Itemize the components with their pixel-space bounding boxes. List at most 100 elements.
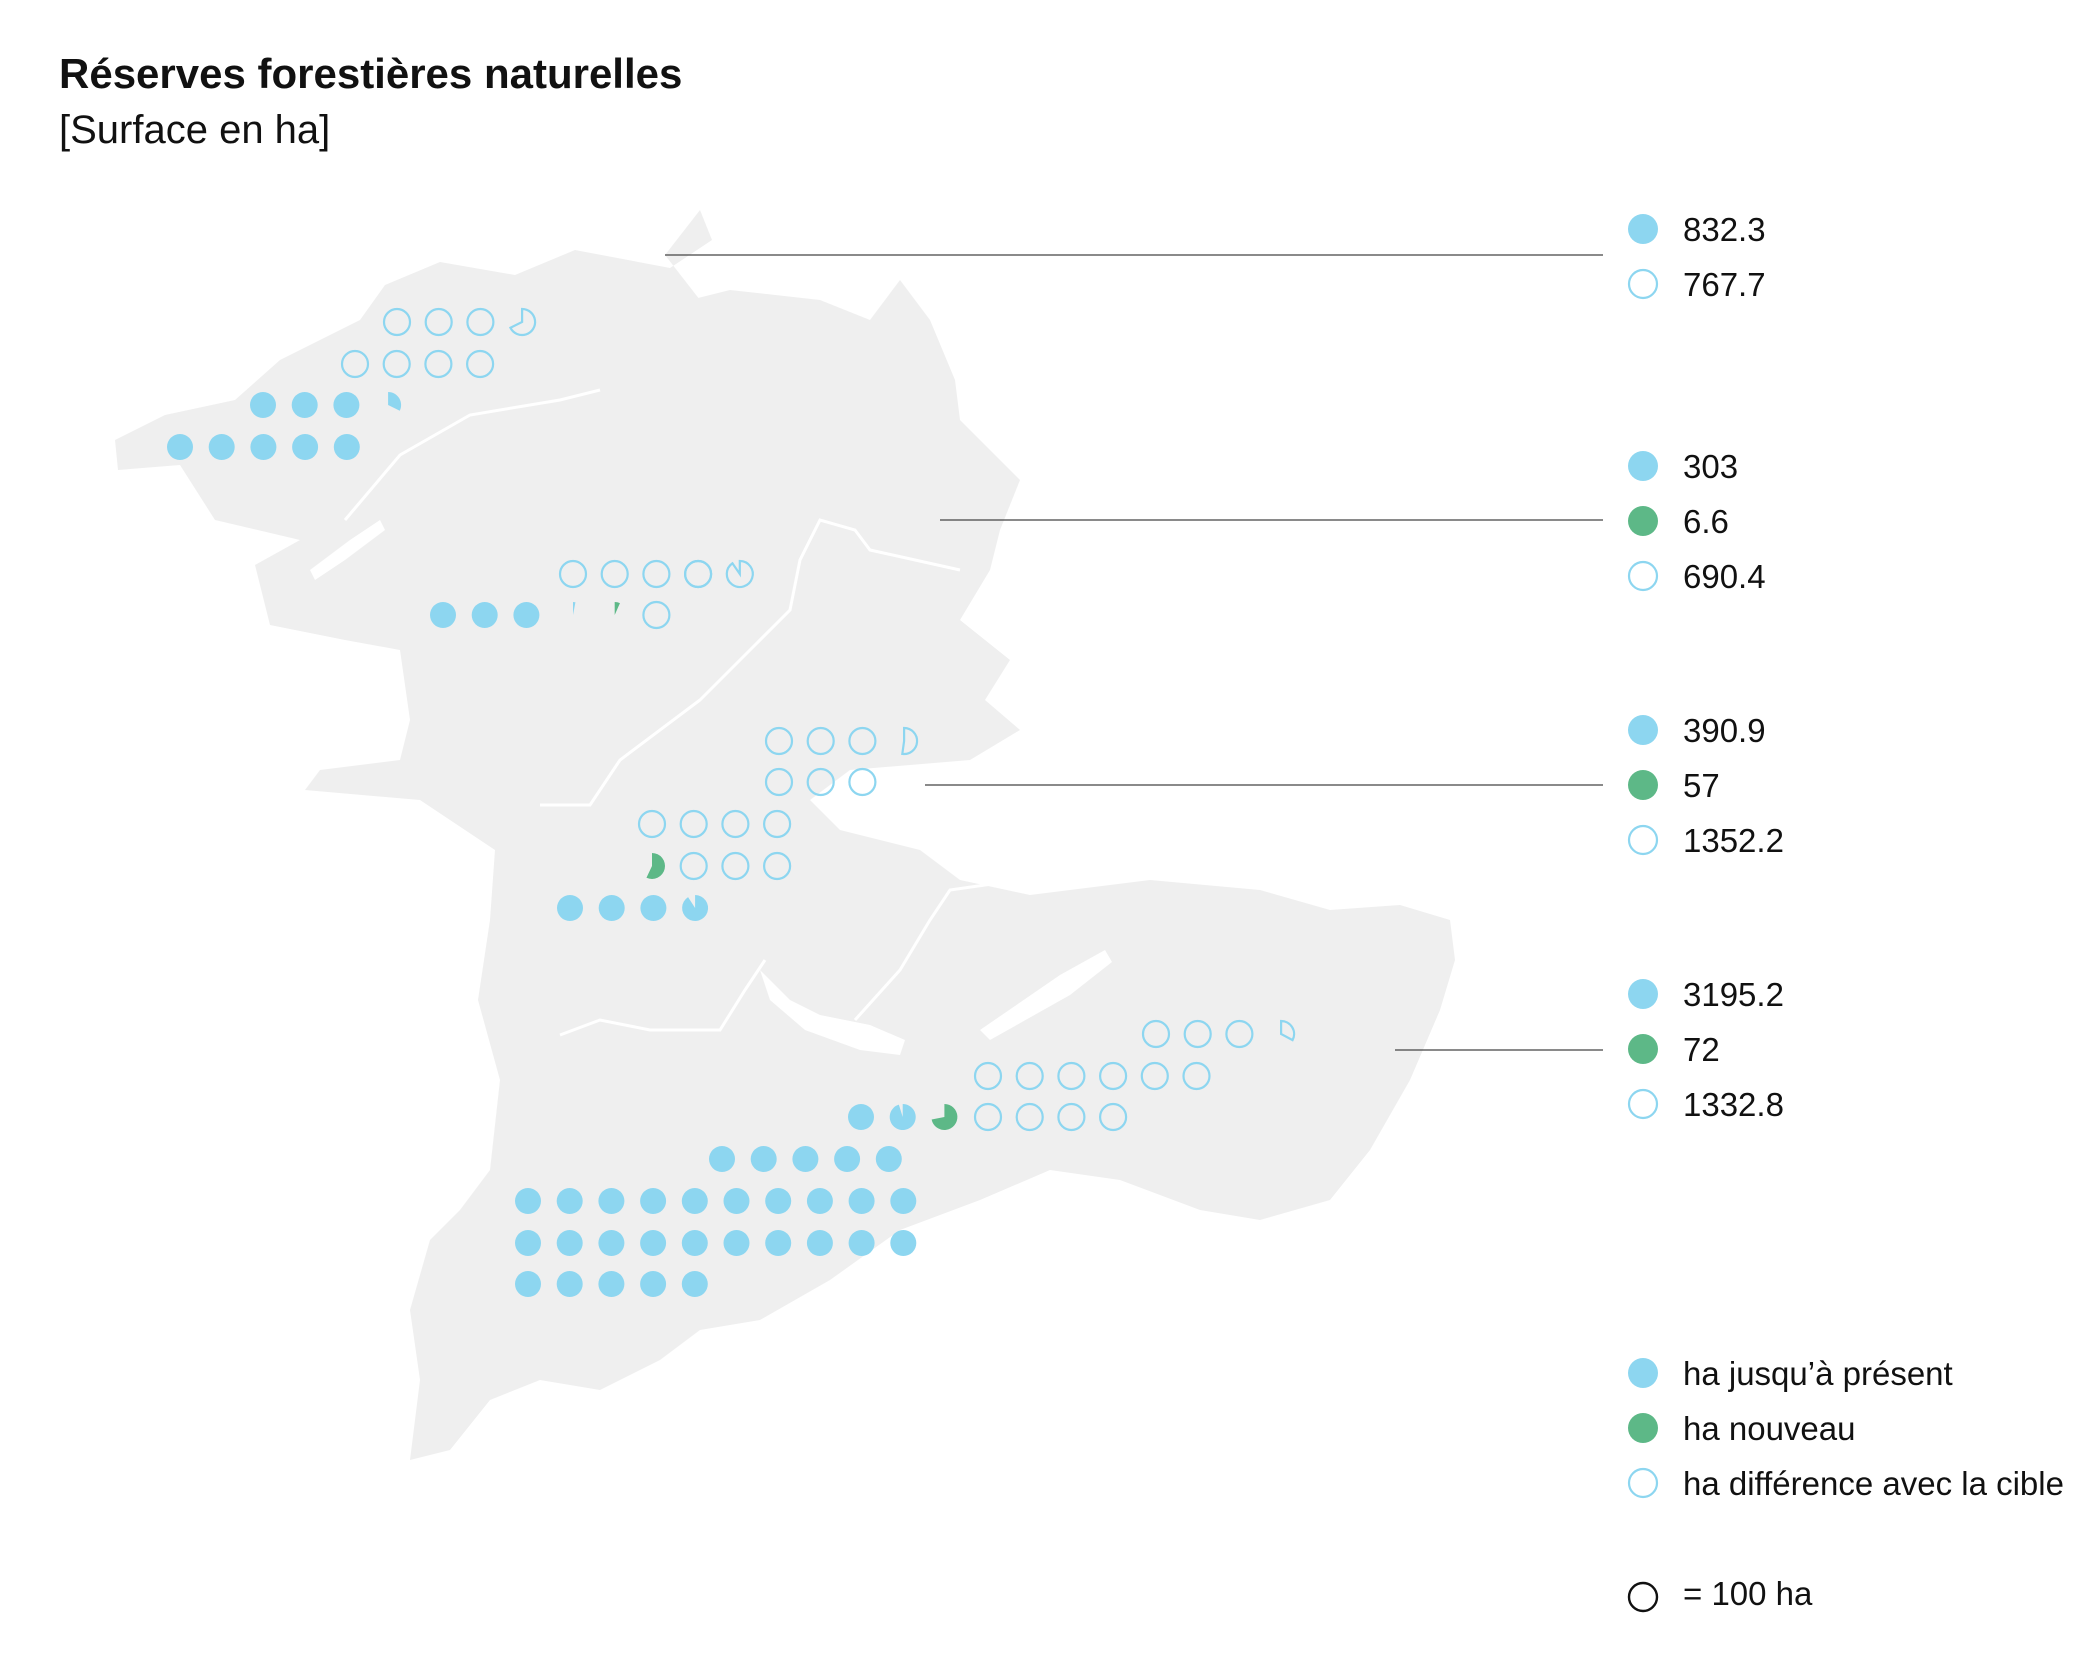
legend-scale-label: = 100 ha bbox=[1683, 1575, 1813, 1612]
region-border-3 bbox=[559, 959, 767, 1037]
page-subtitle: [Surface en ha] bbox=[59, 108, 331, 152]
dot-existing bbox=[890, 1230, 917, 1256]
legend-swatch-gap bbox=[1627, 560, 1659, 592]
dot-gap bbox=[558, 559, 588, 589]
value-label: 832.3 bbox=[1683, 211, 1766, 248]
dot-existing bbox=[640, 1188, 667, 1214]
dot-existing bbox=[598, 1230, 625, 1256]
lake-thun-brienz bbox=[980, 950, 1112, 1040]
dot-existing bbox=[556, 1188, 583, 1214]
dot-gap bbox=[762, 809, 792, 839]
dot-gap bbox=[382, 349, 411, 379]
dot-existing bbox=[889, 1104, 916, 1131]
dot-existing bbox=[709, 1146, 735, 1172]
legend-swatch-gap bbox=[1627, 1088, 1659, 1120]
dot-new bbox=[614, 602, 620, 615]
value-label: 57 bbox=[1683, 767, 1720, 804]
page-title: Réserves forestières naturelles bbox=[59, 50, 683, 97]
legend-swatch-existing bbox=[1628, 979, 1658, 1009]
dot-existing bbox=[430, 602, 456, 628]
value-label: 690.4 bbox=[1683, 558, 1766, 595]
dot-gap bbox=[382, 307, 412, 337]
legend-swatch-existing bbox=[1628, 1358, 1658, 1388]
legend-swatch-new bbox=[1628, 1034, 1658, 1064]
lake-biel bbox=[310, 520, 385, 580]
legend-label-gap: ha différence avec la cible bbox=[1683, 1465, 2064, 1502]
dot-existing bbox=[681, 1271, 708, 1297]
legend-label-existing: ha jusqu’à présent bbox=[1683, 1355, 1953, 1392]
lake-thun bbox=[760, 970, 905, 1055]
dot-existing bbox=[208, 434, 235, 460]
legend-swatch-existing bbox=[1628, 451, 1658, 481]
dot-existing bbox=[640, 1271, 667, 1297]
dot-gap bbox=[1098, 1061, 1128, 1091]
dot-gap bbox=[679, 809, 708, 839]
leader-lines bbox=[665, 254, 1603, 1051]
legend-swatch-new bbox=[1628, 506, 1658, 536]
legend-scale-circle bbox=[1627, 1581, 1659, 1613]
dot-gap bbox=[642, 600, 671, 630]
dot-existing bbox=[598, 1188, 625, 1214]
dot-gap bbox=[679, 851, 708, 881]
dot-gap bbox=[1280, 1019, 1296, 1042]
dot-existing bbox=[291, 392, 318, 418]
dot-existing bbox=[890, 1188, 917, 1214]
legend-label-new: ha nouveau bbox=[1683, 1410, 1856, 1447]
dot-existing bbox=[723, 1230, 750, 1256]
dot-gap bbox=[1183, 1019, 1212, 1049]
dot-existing bbox=[167, 434, 193, 460]
legend-swatch-gap bbox=[1627, 268, 1659, 300]
dot-gap bbox=[642, 559, 671, 589]
region-border-1 bbox=[343, 388, 601, 521]
dot-gap bbox=[466, 349, 495, 379]
dot-gap bbox=[1015, 1061, 1044, 1091]
dot-gap bbox=[424, 349, 453, 379]
legend-swatch-new bbox=[1628, 770, 1658, 800]
dot-existing bbox=[515, 1230, 541, 1256]
value-label: 1352.2 bbox=[1683, 822, 1784, 859]
dot-gap bbox=[1098, 1102, 1128, 1132]
dot-gap bbox=[466, 307, 495, 337]
dot-gap bbox=[973, 1102, 1003, 1132]
dot-existing bbox=[848, 1188, 875, 1214]
dot-existing bbox=[573, 602, 576, 615]
dot-gap bbox=[848, 726, 877, 756]
legend-swatch-new bbox=[1628, 1413, 1658, 1443]
dot-gap bbox=[806, 726, 835, 756]
value-label: 303 bbox=[1683, 448, 1738, 485]
dot-existing bbox=[388, 392, 402, 411]
dot-existing bbox=[848, 1104, 874, 1130]
dot-existing bbox=[848, 1230, 875, 1256]
legend-swatch-existing bbox=[1628, 214, 1658, 244]
dot-existing bbox=[681, 1230, 708, 1256]
dot-existing bbox=[875, 1146, 902, 1172]
region-border-2 bbox=[540, 518, 961, 807]
value-label: 6.6 bbox=[1683, 503, 1729, 540]
dot-gap bbox=[508, 307, 537, 337]
dot-existing bbox=[765, 1230, 792, 1256]
dot-existing bbox=[515, 1271, 541, 1297]
dot-existing bbox=[640, 895, 667, 921]
dot-gap bbox=[1057, 1102, 1086, 1132]
dot-gap bbox=[1225, 1019, 1254, 1049]
dot-existing bbox=[333, 434, 360, 460]
dot-gap bbox=[725, 559, 754, 589]
value-labels: 832.3 767.7 303 6.6 690.4 390.9 57 1352.2 3195.2… bbox=[1627, 211, 1784, 1123]
dot-gap bbox=[637, 809, 667, 839]
dot-gap bbox=[340, 349, 370, 379]
legend: ha jusqu’à présent ha nouveau ha différenc… bbox=[1627, 1355, 2064, 1613]
dot-existing bbox=[250, 392, 276, 418]
dot-gap bbox=[973, 1061, 1003, 1091]
value-label: 72 bbox=[1683, 1031, 1720, 1068]
dot-gap bbox=[721, 809, 750, 839]
dot-gap bbox=[721, 851, 750, 881]
legend-swatch-gap bbox=[1627, 1467, 1659, 1499]
dot-gap bbox=[1057, 1061, 1086, 1091]
dot-new bbox=[931, 1104, 958, 1130]
dot-gap bbox=[1141, 1019, 1171, 1049]
dot-existing bbox=[640, 1230, 667, 1256]
dot-existing bbox=[765, 1188, 792, 1214]
value-label: 390.9 bbox=[1683, 712, 1766, 749]
dot-existing bbox=[556, 1271, 583, 1297]
dot-gap bbox=[424, 307, 453, 337]
